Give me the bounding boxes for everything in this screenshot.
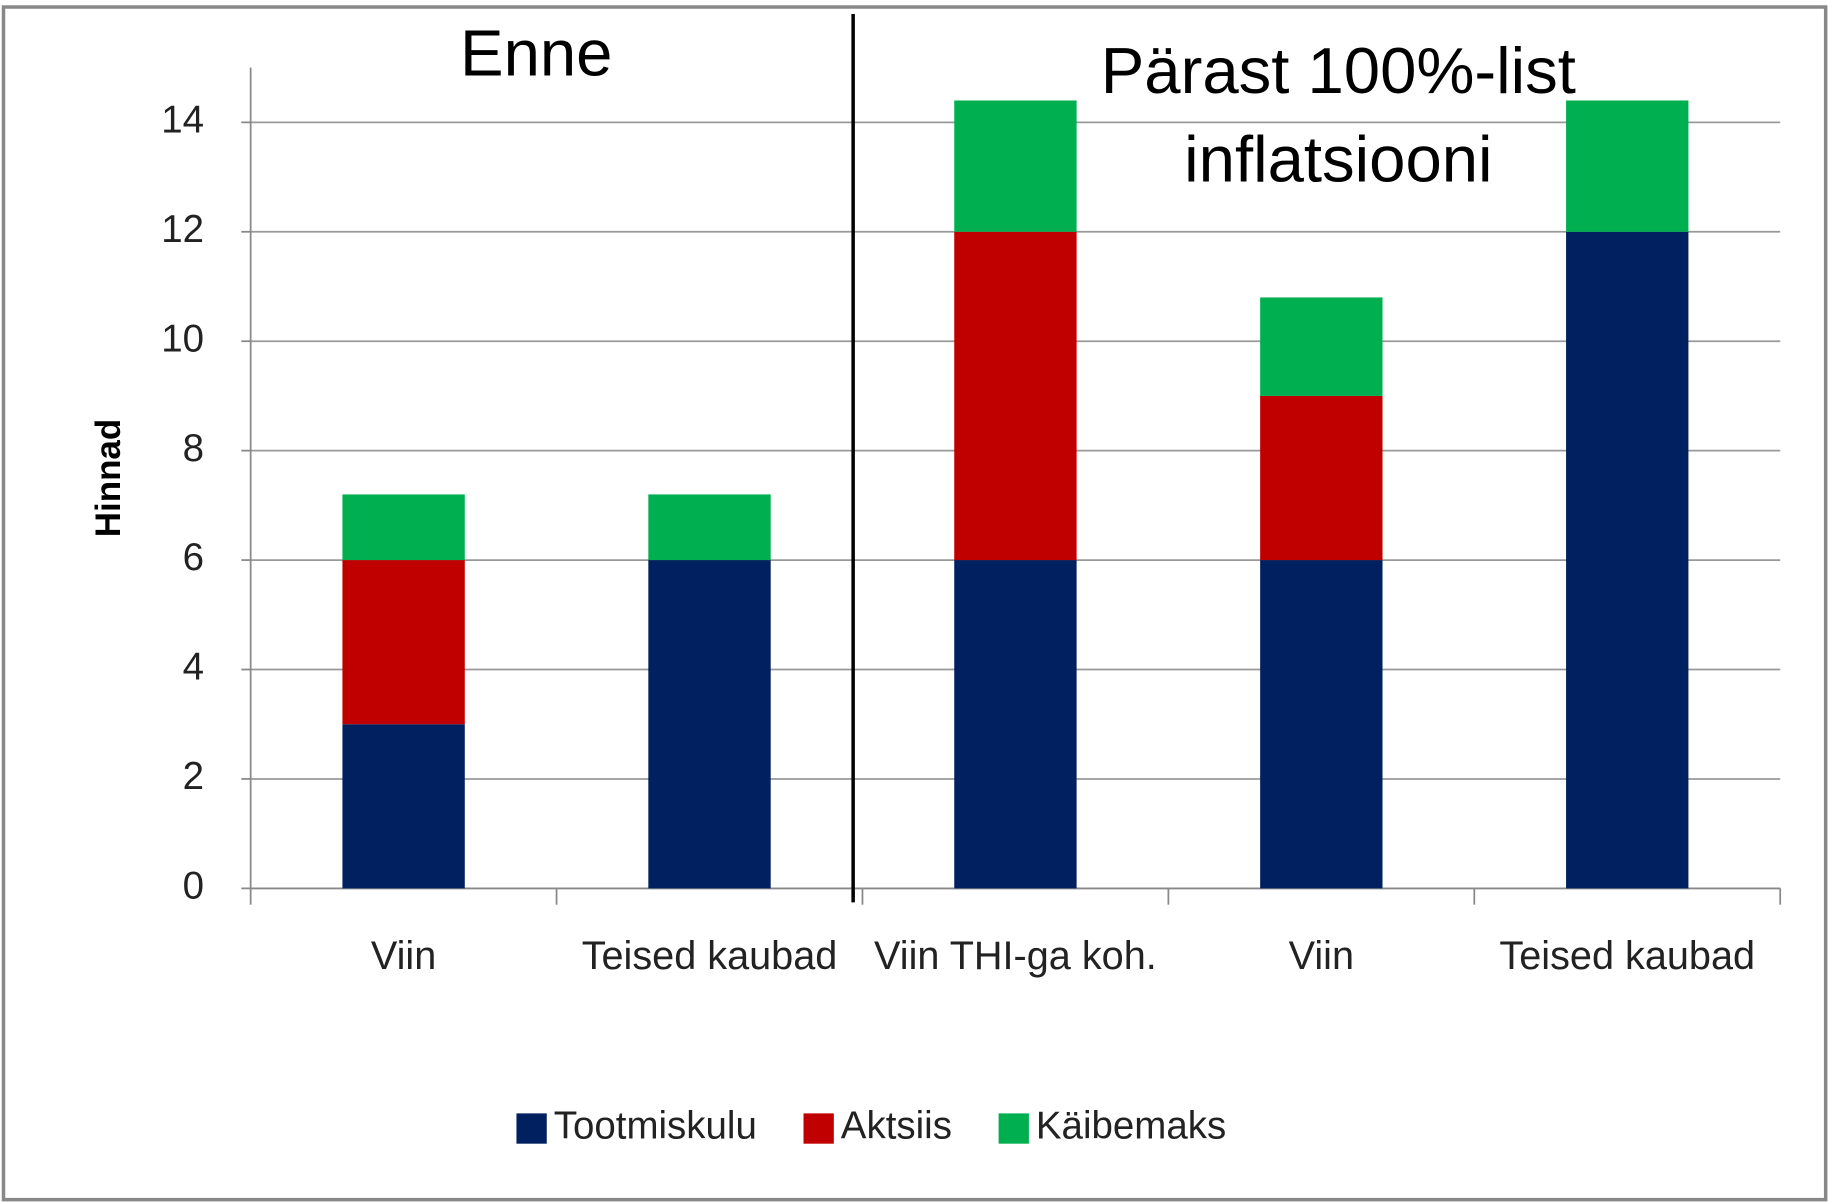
y-tick-label: 6 <box>183 536 204 579</box>
annotation: Enne <box>460 17 612 90</box>
bar-segment <box>1566 231 1689 889</box>
y-tick-label: 4 <box>183 646 204 689</box>
legend-swatch <box>998 1113 1029 1144</box>
legend-swatch <box>516 1113 547 1144</box>
y-tick-label: 12 <box>161 208 204 251</box>
x-tick-label-box: Viin <box>1288 933 1355 979</box>
bar-segment <box>1260 395 1383 561</box>
legend-swatch <box>803 1113 834 1144</box>
y-tick-label: 10 <box>161 317 204 360</box>
bar-segment <box>342 724 465 889</box>
annotation: Pärast 100%-list <box>1101 34 1576 107</box>
bar-segment <box>342 560 465 725</box>
bar-segment <box>342 494 465 561</box>
bar-segment <box>1566 100 1689 232</box>
legend-label: Aktsiis <box>841 1105 952 1148</box>
bar-segment <box>648 494 771 561</box>
y-axis-label: Hinnad <box>89 419 128 537</box>
y-tick-label: 14 <box>161 99 204 142</box>
annotation: inflatsiooni <box>1184 123 1492 196</box>
y-tick-label: 2 <box>183 755 204 798</box>
bar-segment <box>954 560 1077 889</box>
y-tick-label: 8 <box>183 427 204 470</box>
x-tick-label: Viin THI-ga koh. <box>874 933 1157 979</box>
bar-segment <box>1260 560 1383 889</box>
x-tick-label-box: Teised kaubad <box>581 933 838 979</box>
x-tick-label-box: Viin THI-ga koh. <box>874 933 1157 979</box>
chart-frame <box>1 5 1828 1202</box>
legend-label: Käibemaks <box>1036 1105 1226 1148</box>
bar-segment <box>954 231 1077 561</box>
legend-label: Tootmiskulu <box>554 1105 757 1148</box>
x-tick-label: Teised kaubad <box>1499 933 1756 979</box>
x-tick-label-box: Teised kaubad <box>1499 933 1756 979</box>
bar-segment <box>954 100 1077 232</box>
bar-segment <box>648 560 771 889</box>
bar-segment <box>1260 297 1383 396</box>
x-tick-label-box: Viin <box>370 933 437 979</box>
x-tick-label: Viin <box>1288 933 1355 979</box>
x-tick-label: Viin <box>370 933 437 979</box>
y-tick-label: 0 <box>183 865 204 908</box>
x-tick-label: Teised kaubad <box>581 933 838 979</box>
